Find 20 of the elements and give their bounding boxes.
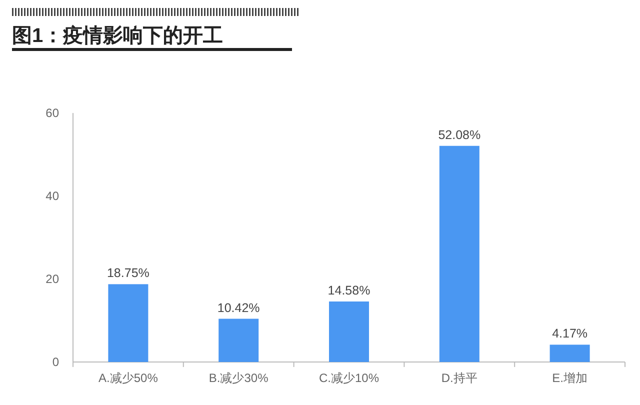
data-label: 52.08% xyxy=(438,128,481,142)
bar xyxy=(439,146,480,362)
y-tick-label: 20 xyxy=(46,272,60,286)
chart-title: 图1：疫情影响下的开工 xyxy=(12,24,224,47)
x-tick-label: B.减少30% xyxy=(208,371,269,385)
x-tick-label: C.减少10% xyxy=(318,371,380,385)
data-label: 4.17% xyxy=(552,326,588,341)
bar xyxy=(329,301,369,362)
data-label: 14.58% xyxy=(328,283,370,298)
y-tick-label: 0 xyxy=(52,355,60,369)
x-tick-label: A.减少50% xyxy=(98,371,158,385)
bar xyxy=(108,284,148,362)
y-tick-label: 40 xyxy=(46,189,60,203)
x-tick-label: D.持平 xyxy=(441,371,478,385)
y-tick-label: 60 xyxy=(46,106,60,120)
bar xyxy=(550,344,590,362)
x-tick-label: E.增加 xyxy=(552,371,588,385)
data-label: 10.42% xyxy=(217,300,260,315)
bar xyxy=(218,318,259,362)
data-label: 18.75% xyxy=(106,266,150,280)
